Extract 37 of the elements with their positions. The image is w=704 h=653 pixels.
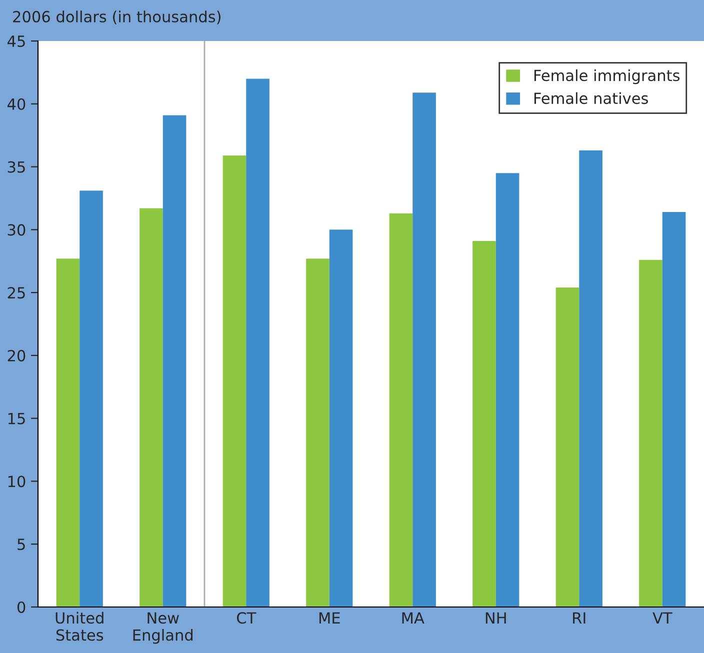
bar xyxy=(222,155,246,607)
bar xyxy=(472,240,496,607)
x-tick-label: United States xyxy=(56,612,104,641)
bar xyxy=(306,258,330,607)
bar xyxy=(639,260,662,607)
y-axis-title: 2006 dollars (in thousands) xyxy=(13,10,220,24)
bar xyxy=(329,230,353,607)
x-tick-label: NH xyxy=(486,612,506,624)
bar xyxy=(80,190,103,607)
y-tick-label: 30 xyxy=(8,224,26,236)
bar xyxy=(496,173,520,607)
y-tick-label: 0 xyxy=(17,601,26,614)
bar xyxy=(140,208,163,607)
x-tick-label: VT xyxy=(652,612,672,624)
legend-label: Female immigrants xyxy=(534,69,680,84)
y-tick-label: 25 xyxy=(8,287,25,299)
bar xyxy=(56,258,80,607)
y-tick-label: 35 xyxy=(8,161,25,173)
bar xyxy=(556,288,580,607)
y-tick-label: 10 xyxy=(8,476,26,488)
y-tick-label: 20 xyxy=(8,350,26,362)
x-tick-label: New England xyxy=(133,612,192,644)
bar xyxy=(162,115,186,607)
y-tick-label: 5 xyxy=(18,538,25,550)
bar xyxy=(579,150,602,607)
x-tick-label: ME xyxy=(319,612,340,624)
bar xyxy=(662,212,686,607)
y-tick-label: 45 xyxy=(8,36,25,48)
y-tick-label: 40 xyxy=(8,98,26,110)
x-tick-label: RI xyxy=(573,612,586,624)
y-tick-label: 15 xyxy=(8,413,25,424)
x-tick-label: MA xyxy=(402,612,424,624)
bar xyxy=(412,92,436,607)
bar xyxy=(246,78,270,607)
bar xyxy=(389,213,413,607)
x-tick-label: CT xyxy=(236,612,256,624)
legend-label: Female natives xyxy=(534,92,648,104)
